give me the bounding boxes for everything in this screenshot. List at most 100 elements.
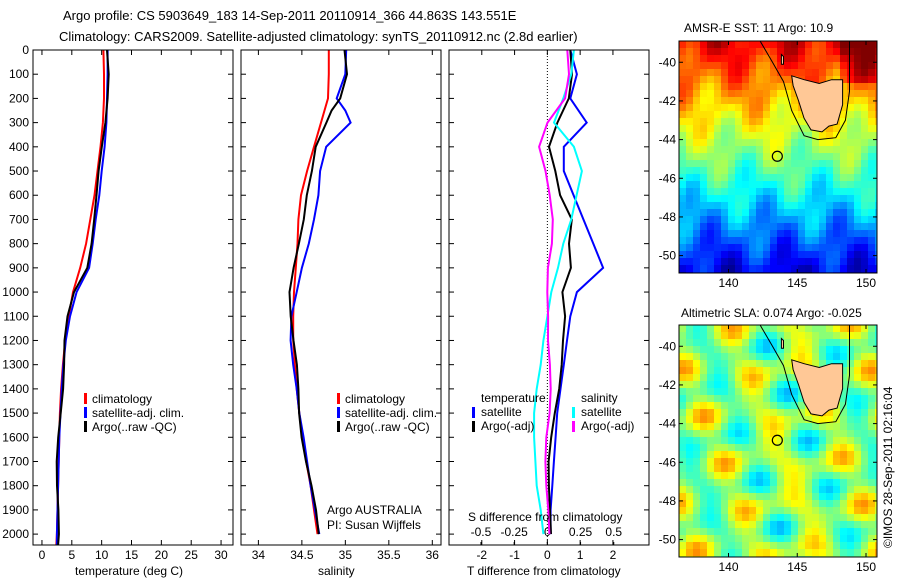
map-cell	[721, 332, 728, 339]
map-cell	[812, 258, 819, 265]
map-cell	[693, 416, 700, 423]
map-cell	[721, 458, 728, 465]
map-cell	[714, 402, 721, 409]
map-cell	[798, 209, 805, 216]
map-cell	[714, 125, 721, 132]
map-cell	[721, 104, 728, 111]
map-cell	[791, 437, 798, 444]
map-cell	[840, 209, 847, 216]
map-cell	[791, 549, 798, 556]
map-cell	[861, 153, 868, 160]
map-cell	[686, 437, 693, 444]
series-line-t-satellite	[549, 49, 605, 535]
map-cell	[763, 346, 770, 353]
map-cell	[756, 76, 763, 83]
map-cell	[756, 139, 763, 146]
map-cell	[812, 251, 819, 258]
map-cell	[693, 216, 700, 223]
map-cell	[826, 174, 833, 181]
map-cell	[784, 216, 791, 223]
map-cell	[805, 160, 812, 167]
map-cell	[861, 472, 868, 479]
map-cell	[714, 230, 721, 237]
y-tick-label: -42	[659, 94, 677, 108]
map-cell	[686, 146, 693, 153]
map-cell	[707, 325, 714, 332]
map-cell	[679, 444, 686, 451]
map-cell	[735, 174, 742, 181]
map-cell	[749, 388, 756, 395]
map-cell	[686, 188, 693, 195]
map-cell	[777, 216, 784, 223]
map-cell	[840, 83, 847, 90]
map-cell	[721, 265, 728, 272]
map-cell	[707, 174, 714, 181]
map-cell	[854, 223, 861, 230]
map-cell	[784, 416, 791, 423]
map-cell	[714, 167, 721, 174]
map-cell	[693, 332, 700, 339]
map-cell	[700, 416, 707, 423]
map-cell	[791, 146, 798, 153]
map-cell	[854, 111, 861, 118]
map-cell	[749, 542, 756, 549]
map-cell	[784, 118, 791, 125]
map-cell	[686, 41, 693, 48]
map-cell	[763, 402, 770, 409]
map-cell	[819, 549, 826, 556]
map-cell	[763, 41, 770, 48]
map-cell	[749, 48, 756, 55]
map-cell	[819, 521, 826, 528]
series-line-climatology	[292, 50, 330, 535]
map-cell	[749, 514, 756, 521]
s-tick-label: 0.5	[605, 525, 622, 539]
map-cell	[784, 174, 791, 181]
map-cell	[693, 465, 700, 472]
map-cell	[714, 325, 721, 332]
map-cell	[819, 251, 826, 258]
map-cell	[777, 90, 784, 97]
map-cell	[798, 535, 805, 542]
map-cell	[854, 367, 861, 374]
x-tick-label: 2	[610, 548, 617, 562]
map-cell	[868, 367, 875, 374]
map-cell	[861, 339, 868, 346]
map-cell	[749, 244, 756, 251]
map-cell	[777, 430, 784, 437]
map-cell	[861, 265, 868, 272]
map-cell	[784, 188, 791, 195]
map-cell	[868, 472, 875, 479]
map-cell	[700, 395, 707, 402]
map-cell	[763, 174, 770, 181]
map-cell	[854, 381, 861, 388]
map-cell	[728, 507, 735, 514]
map-cell	[861, 244, 868, 251]
map-cell	[700, 332, 707, 339]
y-tick-label: 100	[9, 67, 29, 81]
map-cell	[833, 146, 840, 153]
map-cell	[721, 423, 728, 430]
map-cell	[763, 458, 770, 465]
map-cell	[714, 367, 721, 374]
map-cell	[777, 265, 784, 272]
map-cell	[854, 535, 861, 542]
map-cell	[756, 409, 763, 416]
map-cell	[861, 493, 868, 500]
map-cell	[686, 111, 693, 118]
map-cell	[819, 188, 826, 195]
map-cell	[791, 479, 798, 486]
map-cell	[812, 209, 819, 216]
depth-contour	[759, 324, 850, 425]
map-cell	[686, 402, 693, 409]
map-cell	[686, 493, 693, 500]
map-cell	[861, 90, 868, 97]
map-cell	[840, 430, 847, 437]
map-cell	[777, 381, 784, 388]
map-cell	[728, 181, 735, 188]
map-cell	[686, 430, 693, 437]
map-cell	[721, 55, 728, 62]
map-cell	[798, 542, 805, 549]
map-cell	[784, 325, 791, 332]
map-cell	[756, 181, 763, 188]
map-cell	[770, 542, 777, 549]
